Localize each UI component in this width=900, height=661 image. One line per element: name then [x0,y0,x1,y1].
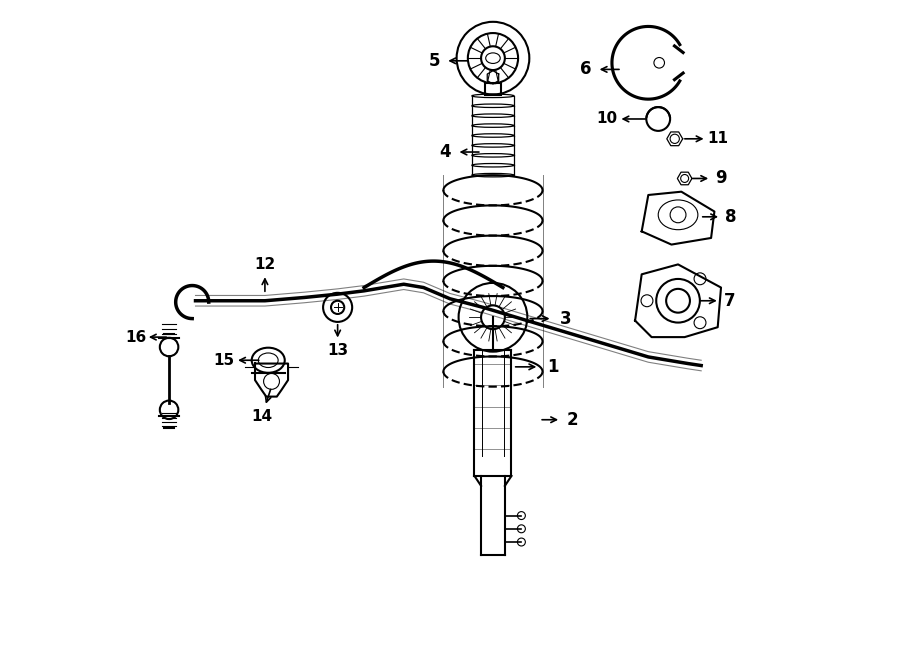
Text: 16: 16 [125,330,147,344]
Text: 6: 6 [580,60,592,79]
Text: 2: 2 [566,410,578,429]
Text: 10: 10 [596,112,617,126]
Text: 15: 15 [213,353,235,368]
Text: 5: 5 [428,52,440,70]
Text: 4: 4 [439,143,451,161]
Text: 8: 8 [725,208,737,226]
Text: 14: 14 [251,409,272,424]
Text: 1: 1 [546,358,558,376]
Text: 3: 3 [560,309,572,328]
Text: 9: 9 [716,169,727,188]
Text: 12: 12 [255,257,275,272]
Text: 7: 7 [724,292,735,310]
Bar [485,83,501,95]
Text: 11: 11 [707,132,728,146]
Text: 13: 13 [327,343,348,358]
